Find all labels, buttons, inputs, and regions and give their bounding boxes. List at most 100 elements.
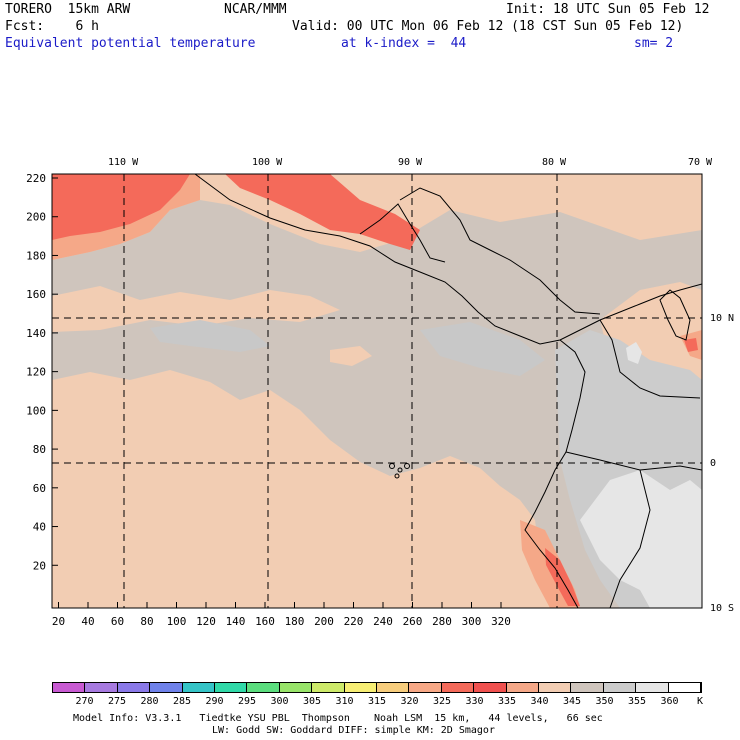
coastline-cuba-peninsula (659, 289, 691, 341)
border-colombia-venezuela (599, 319, 701, 399)
colorbar-label: 360 (660, 696, 679, 707)
shade-350-central (150, 320, 270, 352)
lon-label-110w: 110 W (108, 157, 139, 168)
x-tick-label: 20 (52, 615, 65, 628)
colorbar-label: 275 (107, 696, 127, 707)
colorbar-label: 310 (335, 696, 354, 707)
colorbar-label: 290 (205, 696, 224, 707)
colorbar-cell (215, 683, 248, 692)
colorbar-label: 305 (302, 696, 322, 707)
colorbar-cell (474, 683, 507, 692)
theta-e-field (52, 174, 702, 608)
shade-330-northwest (52, 174, 190, 240)
colorbar-cell (344, 683, 377, 692)
axis-ticks (52, 177, 502, 608)
lat-lon-grid (52, 174, 702, 608)
lat-label-0: 0 (710, 458, 717, 469)
lon-label-90w: 90 W (398, 157, 423, 168)
coastline-caribbean-side (399, 187, 601, 315)
x-tick-label: 100 (167, 615, 187, 628)
shade-350-pacific (420, 322, 545, 376)
colorbar-label: 315 (367, 696, 387, 707)
colorbar-cell (117, 683, 151, 692)
y-tick-label: 220 (26, 172, 46, 185)
colorbar-label: 325 (432, 696, 452, 707)
shade-355-andes (580, 470, 702, 608)
x-tick-label: 40 (81, 615, 94, 628)
colorbar-cell (409, 683, 442, 692)
colorbar-cell (441, 683, 475, 692)
lon-label-70w: 70 W (688, 157, 713, 168)
shade-330-mexico (225, 174, 420, 250)
map-frame (51, 173, 703, 609)
x-tick-label: 320 (491, 615, 511, 628)
shade-340-patch (330, 346, 372, 366)
shade-330-venezuela (684, 338, 698, 352)
field-name: Equivalent potential temperature (5, 36, 256, 51)
lat-label-10n: 10 N (710, 313, 735, 324)
colorbar-cell (636, 683, 669, 692)
colorbar-cell (312, 683, 345, 692)
colorbar-label: 280 (140, 696, 159, 707)
colorbar-cell (506, 683, 539, 692)
smoothing-label: sm= 2 (634, 36, 674, 51)
x-tick-label: 200 (314, 615, 334, 628)
valid-time: Valid: 00 UTC Mon 06 Feb 12 (18 CST Sun … (292, 19, 684, 34)
colorbar-label: 285 (172, 696, 192, 707)
lon-label-80w: 80 W (542, 157, 567, 168)
colorbar-cell (539, 683, 572, 692)
x-tick-label: 120 (196, 615, 216, 628)
forecast-hour: Fcst: 6 h (5, 19, 99, 34)
x-tick-label: 280 (432, 615, 452, 628)
x-tick-label: 300 (462, 615, 482, 628)
x-tick-label: 180 (285, 615, 305, 628)
colorbar-label: 320 (400, 696, 419, 707)
y-tick-label: 20 (33, 559, 46, 572)
level-index: at k-index = 44 (341, 36, 467, 51)
colorbar-cell (377, 683, 410, 692)
colorbar-label: 335 (497, 696, 517, 707)
y-tick-label: 140 (26, 327, 46, 340)
colorbar-label: 270 (75, 696, 94, 707)
colorbar-cell (279, 683, 313, 692)
x-tick-label: 60 (111, 615, 124, 628)
init-time: Init: 18 UTC Sun 05 Feb 12 (506, 2, 710, 17)
border-peru-brazil (609, 469, 651, 608)
colorbar-cell (668, 683, 701, 692)
coastline-mexico-central-america (194, 174, 702, 345)
colorbar-label: 295 (237, 696, 257, 707)
y-tick-label: 200 (26, 211, 46, 224)
colorbar (52, 682, 702, 693)
colorbar-label: 330 (465, 696, 484, 707)
colorbar-cell (53, 683, 86, 692)
colorbar-unit: K (697, 696, 704, 707)
border-guatemala (359, 203, 446, 263)
y-tick-label: 160 (26, 288, 46, 301)
shade-340-lower-left (52, 370, 560, 608)
organization: NCAR/MMM (224, 2, 287, 17)
lon-label-100w: 100 W (252, 157, 283, 168)
lat-label-10s: 10 S (710, 603, 735, 614)
y-tick-label: 80 (33, 443, 46, 456)
model-info-line2: LW: Godd SW: Goddard DIFF: simple KM: 2D… (212, 725, 495, 736)
colorbar-cell (247, 683, 280, 692)
colorbar-cell (85, 683, 118, 692)
x-tick-label: 220 (344, 615, 364, 628)
y-tick-label: 60 (33, 482, 46, 495)
colorbar-cell (150, 683, 183, 692)
colorbar-label: 300 (270, 696, 289, 707)
coastline-south-america (524, 339, 586, 608)
x-tick-label: 140 (226, 615, 246, 628)
y-tick-label: 180 (26, 249, 46, 262)
colorbar-label: 340 (530, 696, 549, 707)
y-tick-label: 120 (26, 366, 46, 379)
x-tick-label: 240 (373, 615, 393, 628)
colorbar-label: 345 (562, 696, 582, 707)
colorbar-cell (182, 683, 215, 692)
shade-330-coast (545, 548, 580, 606)
model-title: TORERO 15km ARW (5, 2, 131, 17)
colorbar-label: 355 (627, 696, 647, 707)
y-tick-label: 40 (33, 521, 46, 534)
shade-355-spot (626, 342, 642, 364)
x-tick-label: 160 (255, 615, 275, 628)
